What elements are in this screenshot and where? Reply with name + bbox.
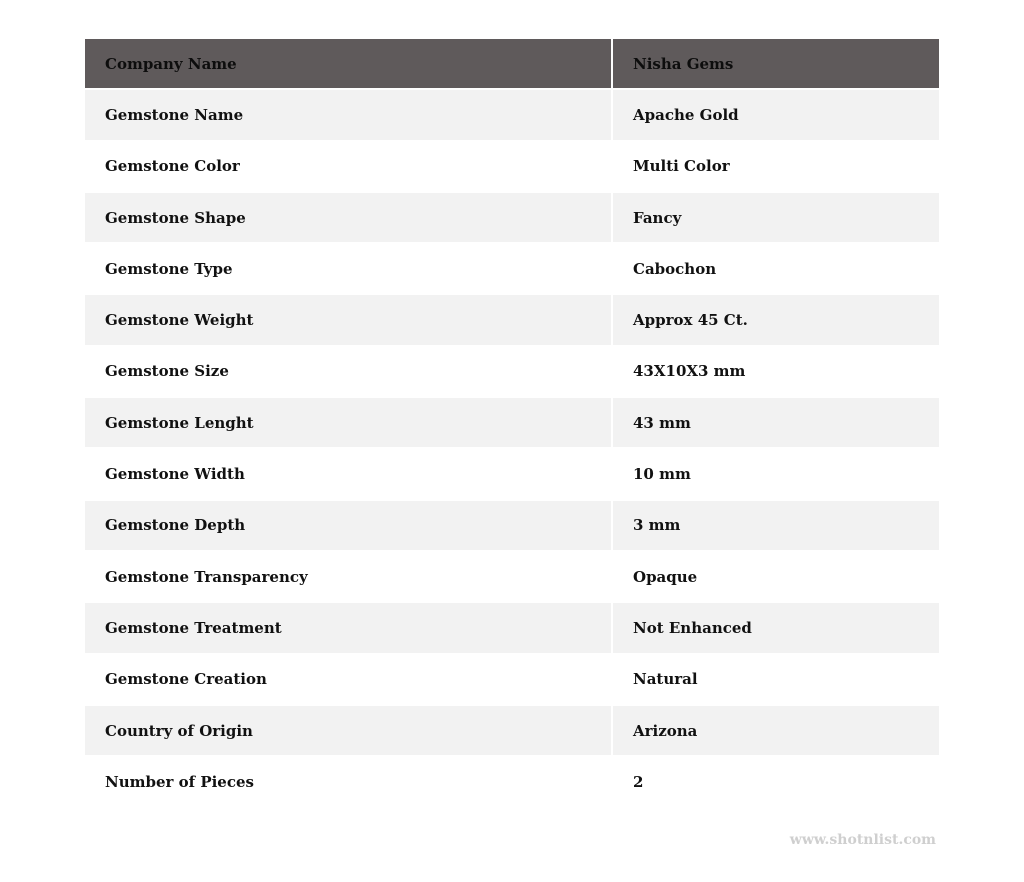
table-header-row: Company Name Nisha Gems xyxy=(85,39,939,89)
row-value: Apache Gold xyxy=(613,90,939,140)
row-value: Natural xyxy=(613,654,939,704)
table-row: Gemstone Transparency Opaque xyxy=(85,551,939,602)
row-value: 43X10X3 mm xyxy=(613,346,939,397)
row-label: Gemstone Size xyxy=(85,346,611,397)
table-row: Gemstone Size 43X10X3 mm xyxy=(85,346,939,397)
table-row: Gemstone Shape Fancy xyxy=(85,192,939,243)
watermark: www.shotnlist.com xyxy=(789,832,936,848)
table-row: Number of Pieces 2 xyxy=(85,757,939,807)
row-label: Gemstone Width xyxy=(85,449,611,499)
table-row: Country of Origin Arizona xyxy=(85,705,939,756)
row-label: Country of Origin xyxy=(85,705,611,756)
row-value: Opaque xyxy=(613,551,939,602)
row-value: Fancy xyxy=(613,192,939,243)
gemstone-spec-table: Company Name Nisha Gems Gemstone Name Apa… xyxy=(85,39,939,808)
row-label: Gemstone Transparency xyxy=(85,551,611,602)
row-label: Gemstone Lenght xyxy=(85,398,611,448)
row-value: Not Enhanced xyxy=(613,603,939,653)
row-label: Gemstone Depth xyxy=(85,500,611,550)
header-value: Nisha Gems xyxy=(613,39,939,89)
row-value: Approx 45 Ct. xyxy=(613,295,939,345)
row-label: Gemstone Name xyxy=(85,90,611,140)
row-value: Cabochon xyxy=(613,244,939,294)
row-value: 43 mm xyxy=(613,398,939,448)
row-value: Multi Color xyxy=(613,141,939,191)
table-row: Gemstone Treatment Not Enhanced xyxy=(85,603,939,653)
table-row: Gemstone Width 10 mm xyxy=(85,449,939,499)
row-value: 2 xyxy=(613,757,939,807)
table-row: Gemstone Name Apache Gold xyxy=(85,90,939,140)
row-value: Arizona xyxy=(613,705,939,756)
row-value: 3 mm xyxy=(613,500,939,550)
row-label: Gemstone Creation xyxy=(85,654,611,704)
header-label: Company Name xyxy=(85,39,611,89)
row-label: Gemstone Shape xyxy=(85,192,611,243)
table-row: Gemstone Creation Natural xyxy=(85,654,939,704)
row-label: Gemstone Weight xyxy=(85,295,611,345)
row-label: Number of Pieces xyxy=(85,757,611,807)
table-row: Gemstone Color Multi Color xyxy=(85,141,939,191)
row-label: Gemstone Type xyxy=(85,244,611,294)
row-value: 10 mm xyxy=(613,449,939,499)
row-label: Gemstone Treatment xyxy=(85,603,611,653)
table-row: Gemstone Weight Approx 45 Ct. xyxy=(85,295,939,345)
table-row: Gemstone Depth 3 mm xyxy=(85,500,939,550)
table-row: Gemstone Lenght 43 mm xyxy=(85,398,939,448)
table-row: Gemstone Type Cabochon xyxy=(85,244,939,294)
row-label: Gemstone Color xyxy=(85,141,611,191)
